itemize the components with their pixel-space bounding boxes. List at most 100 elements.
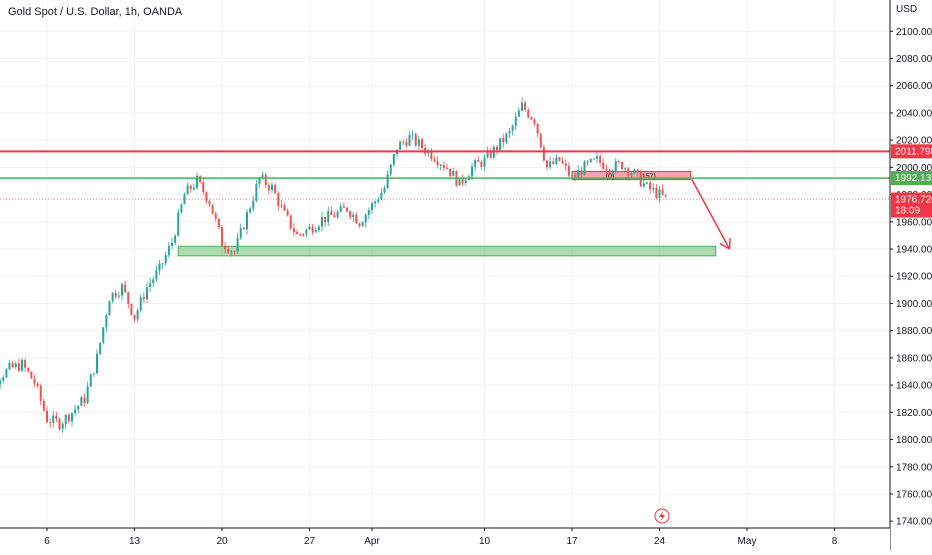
- candle-body: [202, 182, 205, 193]
- candle-body: [327, 210, 330, 223]
- price-tick-label: 1880.000: [896, 326, 932, 337]
- time-tick-label: 10: [479, 536, 491, 547]
- candle-body: [552, 161, 555, 164]
- candle-body: [389, 164, 392, 175]
- candle-body: [499, 138, 502, 151]
- candle-body: [5, 369, 8, 378]
- candle-body: [86, 386, 89, 403]
- candle-body: [596, 156, 598, 159]
- candle-body: [580, 170, 583, 176]
- candle-body: [652, 187, 655, 190]
- candle-body: [80, 397, 83, 406]
- candle-body: [205, 192, 208, 202]
- candle-body: [574, 175, 577, 177]
- time-tick-label: 24: [654, 536, 666, 547]
- candle-body: [442, 165, 445, 168]
- candle-body: [599, 156, 602, 163]
- candle-body: [305, 229, 308, 235]
- resistance-price-tag: 2011.798: [891, 144, 932, 159]
- candle-body: [417, 139, 420, 146]
- candle-body: [602, 162, 605, 169]
- zones-layer[interactable]: (0) (157): [177, 170, 717, 257]
- candle-body: [392, 154, 395, 165]
- candle-body: [383, 187, 386, 193]
- candle-body: [517, 110, 520, 117]
- candle-body: [33, 378, 36, 384]
- candle-body: [642, 183, 645, 187]
- candle-body: [333, 215, 336, 218]
- candle-body: [171, 242, 173, 246]
- candle-body: [405, 142, 408, 146]
- candles: [0, 97, 667, 433]
- grid: [0, 0, 890, 528]
- candle-body: [511, 125, 514, 131]
- candle-body: [589, 158, 592, 163]
- candle-body: [96, 353, 98, 374]
- candle-body: [142, 297, 145, 300]
- candle-body: [17, 363, 20, 371]
- candle-body: [36, 383, 39, 387]
- candle-body: [614, 161, 617, 172]
- candle-body: [661, 189, 664, 195]
- projection-arrowhead: [719, 242, 730, 250]
- candle-body: [571, 175, 573, 177]
- candle-body: [255, 183, 258, 201]
- candle-body: [446, 167, 448, 169]
- candle-body: [461, 177, 464, 183]
- symbol-title[interactable]: Gold Spot / U.S. Dollar, 1h, OANDA: [6, 6, 185, 18]
- support-price-tag-text: 1992.135: [895, 173, 932, 184]
- candle-body: [46, 410, 48, 423]
- candle-body: [121, 284, 123, 296]
- candle-body: [408, 134, 411, 146]
- candle-body: [167, 245, 170, 256]
- candle-body: [658, 189, 661, 198]
- time-tick-label: 8: [832, 536, 838, 547]
- candle-body: [49, 422, 52, 424]
- candle-body: [624, 168, 627, 170]
- candle-body: [402, 141, 405, 143]
- time-scale-bg: [0, 528, 890, 550]
- candle-body: [371, 203, 373, 211]
- candle-body: [386, 174, 389, 188]
- candle-body: [24, 359, 27, 368]
- candle-body: [555, 157, 558, 164]
- candle-body: [627, 168, 630, 176]
- candle-body: [92, 373, 95, 375]
- candle-body: [67, 414, 70, 422]
- candle-body: [561, 160, 564, 164]
- demand-zone[interactable]: [177, 245, 717, 257]
- candle-body: [636, 169, 639, 172]
- lightning-icon-glyph: [659, 511, 665, 521]
- candle-body: [221, 227, 223, 246]
- candle-body: [380, 192, 383, 200]
- candle-body: [55, 415, 58, 420]
- price-tick-label: 1840.000: [896, 381, 932, 392]
- candle-body: [217, 218, 220, 228]
- candle-body: [289, 215, 292, 229]
- projection-arrow[interactable]: [691, 179, 731, 250]
- candle-body: [349, 211, 352, 218]
- candle-body: [189, 185, 192, 190]
- candle-body: [274, 184, 277, 194]
- lightning-icon[interactable]: [654, 508, 670, 524]
- candle-body: [261, 174, 264, 178]
- time-tick-label: Apr: [364, 536, 380, 547]
- candle-body: [471, 166, 473, 177]
- candle-body: [158, 263, 161, 271]
- candle-body: [199, 175, 202, 183]
- time-tick-label: 27: [304, 536, 316, 547]
- current-price-tag-bg: [891, 192, 932, 218]
- candle-body: [117, 295, 120, 297]
- candle-body: [192, 187, 195, 190]
- candle-body: [161, 263, 164, 265]
- candle-body: [496, 146, 498, 151]
- candle-body: [74, 409, 77, 414]
- levels-layer[interactable]: [0, 150, 890, 250]
- candle-body: [139, 297, 142, 311]
- candle-body: [564, 163, 567, 166]
- candle-body: [42, 400, 45, 411]
- candle-body: [330, 210, 333, 216]
